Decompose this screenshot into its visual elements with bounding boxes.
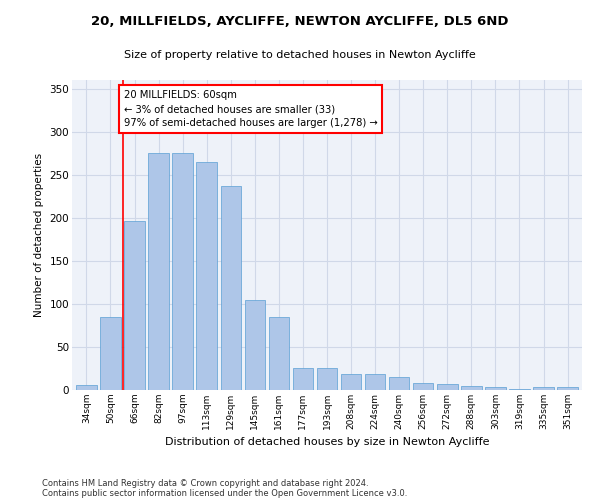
Y-axis label: Number of detached properties: Number of detached properties <box>34 153 44 317</box>
Bar <box>76 385 97 390</box>
Bar <box>221 186 241 390</box>
Bar <box>172 153 193 390</box>
Text: 20 MILLFIELDS: 60sqm
← 3% of detached houses are smaller (33)
97% of semi-detach: 20 MILLFIELDS: 60sqm ← 3% of detached ho… <box>124 90 377 128</box>
X-axis label: Distribution of detached houses by size in Newton Aycliffe: Distribution of detached houses by size … <box>165 438 489 448</box>
Bar <box>317 368 337 390</box>
Bar <box>413 383 433 390</box>
Bar <box>341 374 361 390</box>
Bar <box>124 221 145 390</box>
Bar <box>461 386 482 390</box>
Text: Contains HM Land Registry data © Crown copyright and database right 2024.: Contains HM Land Registry data © Crown c… <box>42 478 368 488</box>
Bar <box>533 386 554 390</box>
Bar <box>100 317 121 390</box>
Bar <box>293 368 313 390</box>
Bar <box>557 386 578 390</box>
Bar <box>365 374 385 390</box>
Text: Size of property relative to detached houses in Newton Aycliffe: Size of property relative to detached ho… <box>124 50 476 60</box>
Bar <box>196 162 217 390</box>
Bar <box>437 384 458 390</box>
Bar <box>245 300 265 390</box>
Text: 20, MILLFIELDS, AYCLIFFE, NEWTON AYCLIFFE, DL5 6ND: 20, MILLFIELDS, AYCLIFFE, NEWTON AYCLIFF… <box>91 15 509 28</box>
Bar <box>485 386 506 390</box>
Bar <box>389 377 409 390</box>
Bar <box>148 153 169 390</box>
Bar <box>509 389 530 390</box>
Bar <box>269 317 289 390</box>
Text: Contains public sector information licensed under the Open Government Licence v3: Contains public sector information licen… <box>42 488 407 498</box>
